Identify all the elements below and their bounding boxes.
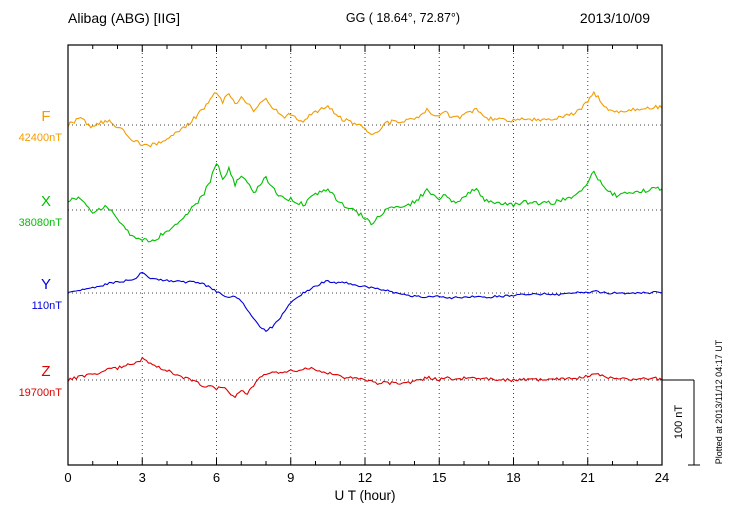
plot-date: 2013/10/09 xyxy=(580,10,650,26)
footnote: Plotted at 2013/11/12 04:17 UT xyxy=(714,339,724,464)
x-axis-label: U T (hour) xyxy=(334,488,395,503)
scale-bar-label: 100 nT xyxy=(673,405,685,440)
scale-bar: 100 nT xyxy=(662,379,700,466)
x-tick-label-9: 9 xyxy=(287,470,294,485)
component-base-Y: 110nT xyxy=(32,300,63,312)
plot-frame xyxy=(67,44,663,466)
component-base-X: 38080nT xyxy=(19,217,63,229)
component-label-Y: Y xyxy=(41,276,51,293)
trace-F xyxy=(67,90,663,148)
component-base-Z: 19700nT xyxy=(19,387,63,399)
axis-ticks xyxy=(67,45,663,465)
traces xyxy=(67,90,663,399)
trace-Y xyxy=(67,271,663,333)
x-tick-label-0: 0 xyxy=(64,470,71,485)
component-label-F: F xyxy=(41,108,50,125)
component-base-F: 42400nT xyxy=(19,132,63,144)
x-tick-label-12: 12 xyxy=(358,470,372,485)
trace-X xyxy=(67,162,663,243)
component-labels: F 42400nT X 38080nT Y 110nT Z 19700nT xyxy=(19,108,63,399)
x-tick-label-24: 24 xyxy=(655,470,669,485)
station-title: Alibag (ABG) [IIG] xyxy=(68,10,180,26)
x-tick-label-18: 18 xyxy=(506,470,520,485)
x-tick-label-15: 15 xyxy=(432,470,446,485)
component-label-X: X xyxy=(41,193,51,210)
x-tick-label-3: 3 xyxy=(139,470,146,485)
x-tick-labels: 0 3 6 9 12 15 18 21 24 xyxy=(64,470,669,485)
geo-coords: GG ( 18.64°, 72.87°) xyxy=(346,11,460,25)
gridlines xyxy=(141,45,589,465)
x-tick-label-6: 6 xyxy=(213,470,220,485)
trace-Z xyxy=(67,356,663,399)
component-label-Z: Z xyxy=(41,363,50,380)
x-tick-label-21: 21 xyxy=(581,470,595,485)
